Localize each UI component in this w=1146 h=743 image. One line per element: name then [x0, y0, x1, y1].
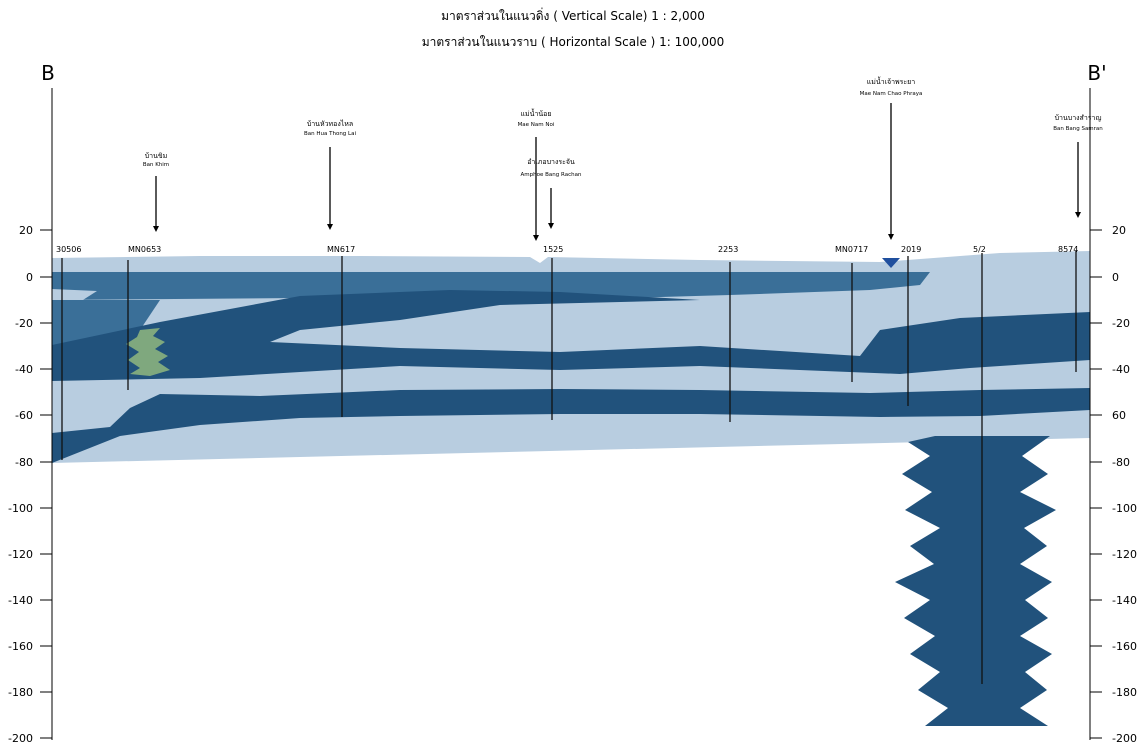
vertical-scale-title: มาตราส่วนในแนวดิ่ง ( Vertical Scale) 1 :…: [441, 7, 705, 23]
geology-layers: [52, 251, 1090, 726]
well-label: MN617: [327, 245, 355, 254]
location-callout: บ้านหัวทองไหล Ban Hua Thong Lai: [304, 119, 356, 230]
right-axis-tick-label: -20: [1112, 317, 1130, 330]
left-axis-tick-label: -100: [8, 502, 33, 515]
well-logs: 30506 MN0653 MN617 1525 2253 MN0717 2019 5/2 857…: [56, 245, 1078, 684]
location-callout: อำเภอบางระจัน Amphoe Bang Rachan: [521, 158, 582, 229]
location-name-thai: บ้านหัวทองไหล: [307, 119, 353, 128]
right-axis-tick-label: -40: [1112, 363, 1130, 376]
location-arrow-head: [533, 235, 539, 241]
mid-blue-upper-band: [52, 272, 930, 300]
right-axis-tick-label: -200: [1112, 732, 1137, 743]
location-callout: บ้านบางสำราญ Ban Bang Samran: [1053, 114, 1103, 218]
well-label: MN0653: [128, 245, 161, 254]
location-name-thai: บ้านขิม: [145, 152, 168, 160]
well-label: 5/2: [973, 245, 986, 254]
location-name-english: Ban Khim: [143, 162, 169, 168]
location-arrow-head: [153, 226, 159, 232]
location-callout: บ้านขิม Ban Khim: [143, 152, 169, 232]
well-label: 2253: [718, 245, 738, 254]
right-axis-tick-label: -180: [1112, 686, 1137, 699]
left-axis-tick-label: -40: [15, 363, 33, 376]
right-axis-tick-label: 0: [1112, 271, 1119, 284]
well-label: 30506: [56, 245, 81, 254]
location-arrow-head: [548, 223, 554, 229]
location-arrow-head: [888, 234, 894, 240]
location-name-thai: แม่น้ำเจ้าพระยา: [867, 75, 916, 86]
right-axis-tick-label: -120: [1112, 548, 1137, 561]
location-name-english: Amphoe Bang Rachan: [521, 172, 582, 178]
location-name-thai: อำเภอบางระจัน: [527, 158, 575, 166]
left-axis-tick-label: -20: [15, 317, 33, 330]
horizontal-scale-title: มาตราส่วนในแนวราบ ( Horizontal Scale ) 1…: [422, 35, 725, 49]
dark-upper-band: [52, 290, 1090, 381]
mid-blue-left-wedge: [52, 300, 160, 350]
well-label: 8574: [1058, 245, 1078, 254]
location-name-thai: บ้านบางสำราญ: [1055, 114, 1102, 122]
location-callout: แม่น้ำน้อย Mae Nam Noi: [518, 107, 555, 241]
location-arrow-head: [1075, 212, 1081, 218]
well-label: 1525: [543, 245, 563, 254]
well-label: 2019: [901, 245, 921, 254]
location-callout: แม่น้ำเจ้าพระยา Mae Nam Chao Phraya: [860, 75, 923, 240]
right-axis-tick-label: 20: [1112, 224, 1126, 237]
section-end-left: B: [41, 61, 55, 85]
location-name-thai: แม่น้ำน้อย: [521, 107, 552, 118]
location-name-english: Mae Nam Noi: [518, 122, 555, 128]
left-axis-tick-label: -200: [8, 732, 33, 743]
location-name-english: Mae Nam Chao Phraya: [860, 91, 923, 97]
section-end-right: B': [1087, 61, 1106, 85]
left-axis-tick-label: -140: [8, 594, 33, 607]
location-name-english: Ban Bang Samran: [1053, 126, 1103, 132]
right-axis-tick-label: -80: [1112, 456, 1130, 469]
right-axis: 20 0 -20 -40 60 -80 -100 -120 -140 -160 -180 -200: [1089, 88, 1137, 743]
right-axis-tick-label: 60: [1112, 409, 1126, 422]
left-axis-tick-label: -60: [15, 409, 33, 422]
left-axis-tick-label: -160: [8, 640, 33, 653]
location-name-english: Ban Hua Thong Lai: [304, 131, 356, 137]
right-axis-tick-label: -160: [1112, 640, 1137, 653]
well-label: MN0717: [835, 245, 868, 254]
left-axis-tick-label: -80: [15, 456, 33, 469]
left-axis-tick-label: -180: [8, 686, 33, 699]
dark-deep-column: [895, 436, 1056, 726]
left-axis-tick-label: 20: [19, 224, 33, 237]
river-marker: [882, 258, 900, 268]
location-arrow-head: [327, 224, 333, 230]
left-axis-tick-label: -120: [8, 548, 33, 561]
green-lens: [126, 328, 170, 376]
left-axis-tick-label: 0: [26, 271, 33, 284]
right-axis-tick-label: -140: [1112, 594, 1137, 607]
location-callouts: บ้านขิม Ban Khim บ้านหัวทองไหล Ban Hua Thon…: [143, 75, 1103, 241]
dark-lower-band: [52, 388, 1090, 463]
right-axis-tick-label: -100: [1112, 502, 1137, 515]
left-axis: 20 0 -20 -40 -60 -80 -100 -120 -140 -160 -180 -200: [8, 88, 53, 743]
